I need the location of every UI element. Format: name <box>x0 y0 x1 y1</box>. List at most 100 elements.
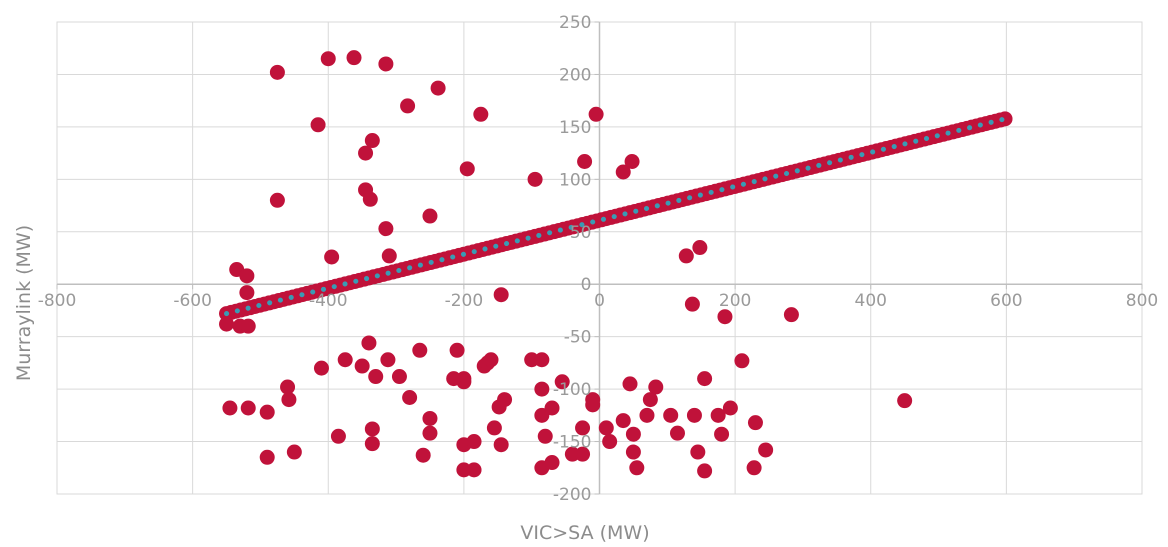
y-tick-label: 200 <box>559 65 591 85</box>
data-point <box>527 171 543 187</box>
data-point <box>575 446 591 462</box>
data-point <box>690 444 706 460</box>
y-tick-label: 100 <box>559 170 591 190</box>
data-point <box>473 106 489 122</box>
data-point <box>783 307 799 323</box>
series-points-outliers <box>219 50 913 479</box>
data-point <box>642 392 658 408</box>
data-point <box>430 80 446 96</box>
data-point <box>625 444 641 460</box>
data-point <box>493 287 509 303</box>
data-point <box>491 399 507 415</box>
data-point <box>486 420 502 436</box>
data-point <box>722 400 738 416</box>
data-point <box>380 352 396 368</box>
data-point <box>337 352 353 368</box>
data-point <box>684 296 700 312</box>
data-point <box>615 413 631 429</box>
data-point <box>280 379 296 395</box>
x-tick-label: 800 <box>1126 291 1158 311</box>
data-point <box>354 358 370 374</box>
data-point <box>648 379 664 395</box>
data-point <box>368 369 384 385</box>
y-tick-label: 0 <box>581 275 592 295</box>
data-point <box>259 449 275 465</box>
y-tick-label: -200 <box>553 485 592 505</box>
data-point <box>239 268 255 284</box>
data-point <box>459 161 475 177</box>
data-point <box>422 208 438 224</box>
data-point <box>364 133 380 149</box>
data-point <box>402 390 418 406</box>
data-point <box>629 460 645 476</box>
data-point <box>493 437 509 453</box>
data-point <box>710 407 726 423</box>
data-point <box>602 434 618 450</box>
data-point <box>997 111 1013 127</box>
data-point <box>422 410 438 426</box>
y-tick-label: -150 <box>553 433 592 453</box>
x-tick-label: 0 <box>594 291 605 311</box>
data-point <box>466 434 482 450</box>
data-point <box>625 426 641 442</box>
x-axis-title: VIC>SA (MW) <box>520 522 649 544</box>
data-point <box>364 436 380 452</box>
data-point <box>310 117 326 133</box>
x-tick-label: 400 <box>855 291 887 311</box>
data-point <box>534 352 550 368</box>
data-point <box>692 240 708 256</box>
data-point <box>269 192 285 208</box>
data-point <box>286 444 302 460</box>
data-point <box>364 421 380 437</box>
data-point <box>346 50 362 66</box>
data-point <box>324 249 340 265</box>
data-point <box>678 248 694 264</box>
data-point <box>240 400 256 416</box>
data-point <box>746 460 762 476</box>
y-tick-label: 150 <box>559 118 591 138</box>
x-tick-labels: -800 -600 -400 -200 0 200 400 600 800 <box>38 291 1159 311</box>
y-tick-labels: -200 -150 -100 -50 0 50 100 150 200 250 <box>553 13 592 505</box>
data-point <box>544 455 560 471</box>
data-point <box>686 407 702 423</box>
data-point <box>588 106 604 122</box>
x-tick-label: -600 <box>173 291 212 311</box>
data-point <box>663 407 679 423</box>
data-point <box>240 318 256 334</box>
y-tick-label: 50 <box>570 223 592 243</box>
data-point <box>758 442 774 458</box>
data-point <box>483 352 499 368</box>
data-point <box>313 360 329 376</box>
y-tick-label: 250 <box>559 13 591 33</box>
data-point <box>222 400 238 416</box>
data-point <box>669 425 685 441</box>
trendline-path <box>224 115 1009 317</box>
data-point <box>219 316 235 332</box>
data-point <box>381 248 397 264</box>
data-point <box>639 407 655 423</box>
x-tick-label: 200 <box>719 291 751 311</box>
data-point <box>577 154 593 170</box>
data-point <box>412 342 428 358</box>
data-point <box>554 374 570 390</box>
data-point <box>714 426 730 442</box>
data-point <box>717 309 733 325</box>
data-point <box>734 353 750 369</box>
data-point <box>239 285 255 301</box>
data-point <box>400 98 416 114</box>
x-tick-label: -400 <box>309 291 348 311</box>
data-point <box>259 404 275 420</box>
data-point <box>897 393 913 409</box>
data-point <box>697 371 713 387</box>
data-point <box>361 335 377 351</box>
data-point <box>362 191 378 207</box>
x-tick-label: -200 <box>445 291 484 311</box>
data-point <box>422 425 438 441</box>
data-point <box>534 381 550 397</box>
data-point <box>624 154 640 170</box>
y-tick-label: -100 <box>553 380 592 400</box>
data-point <box>320 51 336 67</box>
data-point <box>378 221 394 237</box>
x-tick-label: -800 <box>38 291 77 311</box>
